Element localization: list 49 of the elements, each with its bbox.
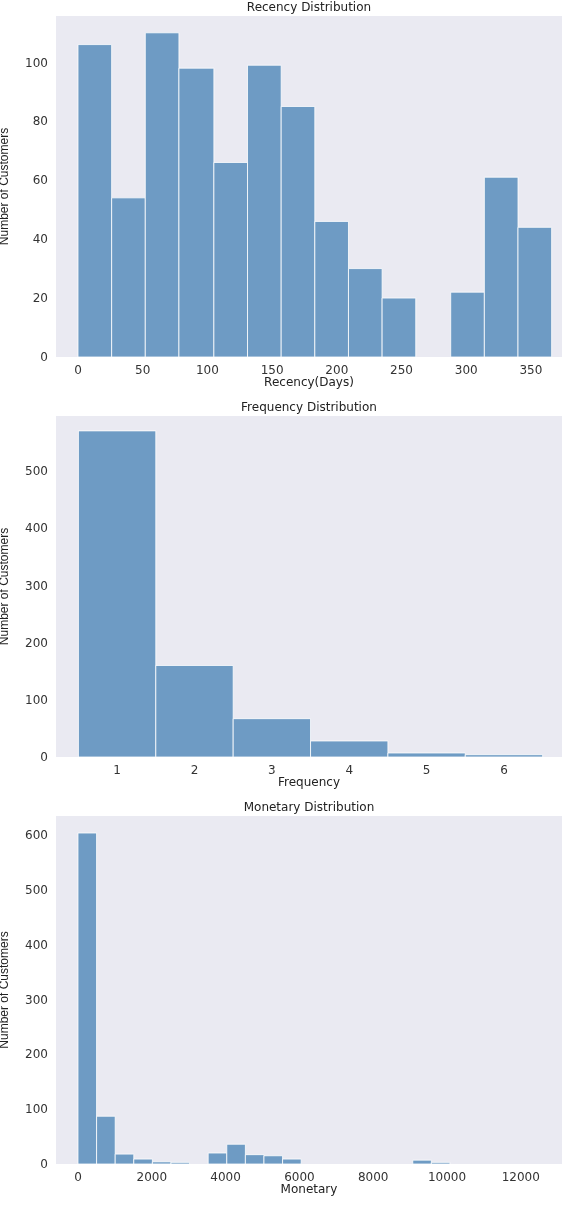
x-tick-label: 6	[500, 762, 508, 777]
y-tick-label: 600	[25, 827, 48, 842]
x-axis-title: Monetary	[280, 1182, 338, 1196]
y-tick-label: 100	[25, 1102, 48, 1117]
x-tick-label: 2	[190, 762, 199, 777]
y-axis-title: Number of Customers	[0, 127, 12, 246]
x-tick-label: 100	[195, 362, 219, 377]
chart-title: Recency Distribution	[245, 0, 373, 14]
y-tick-label: 80	[32, 114, 48, 129]
y-tick-label: 0	[40, 350, 48, 365]
y-axis-title: Number of Customers	[0, 931, 12, 1049]
y-tick-label: 200	[25, 635, 48, 650]
y-tick-label: 60	[32, 173, 48, 188]
x-axis-title: Recency(Days)	[264, 375, 354, 389]
y-tick-label: 0	[40, 1157, 48, 1172]
x-tick-label: 1	[113, 762, 121, 777]
x-tick-label: 200	[325, 362, 349, 377]
x-tick-label: 3	[268, 762, 276, 777]
y-tick-label: 0	[40, 750, 48, 765]
x-tick-label: 2000	[136, 1169, 168, 1184]
x-tick-label: 4000	[210, 1169, 241, 1184]
y-tick-label: 20	[32, 291, 48, 306]
x-tick-label: 250	[390, 362, 413, 377]
x-tick-label: 6000	[284, 1169, 315, 1184]
x-tick-label: 0	[74, 1169, 82, 1184]
y-tick-label: 200	[25, 1047, 48, 1062]
chart-title: Monetary Distribution	[242, 800, 376, 814]
x-tick-label: 4	[345, 762, 354, 777]
y-tick-label: 500	[25, 882, 48, 897]
y-tick-label: 300	[25, 992, 48, 1007]
x-tick-label: 8000	[357, 1169, 389, 1184]
y-tick-label: 400	[25, 521, 48, 536]
y-tick-label: 100	[25, 693, 48, 708]
x-tick-label: 350	[519, 362, 543, 377]
x-tick-label: 10000	[427, 1169, 467, 1184]
y-tick-label: 40	[32, 232, 48, 247]
x-tick-label: 0	[74, 362, 82, 377]
x-axis-title: Frequency	[278, 775, 340, 789]
y-tick-label: 400	[25, 937, 48, 952]
chart-title: Frequency Distribution	[240, 400, 378, 414]
y-axis-title: Number of Customers	[0, 527, 12, 646]
x-tick-label: 50	[135, 362, 151, 377]
y-tick-label: 500	[25, 464, 48, 479]
x-tick-label: 300	[454, 362, 478, 377]
y-tick-label: 300	[25, 578, 48, 593]
x-tick-label: 150	[260, 362, 284, 377]
y-tick-label: 100	[25, 55, 48, 70]
x-tick-label: 5	[422, 762, 431, 777]
x-tick-label: 12000	[501, 1169, 540, 1184]
